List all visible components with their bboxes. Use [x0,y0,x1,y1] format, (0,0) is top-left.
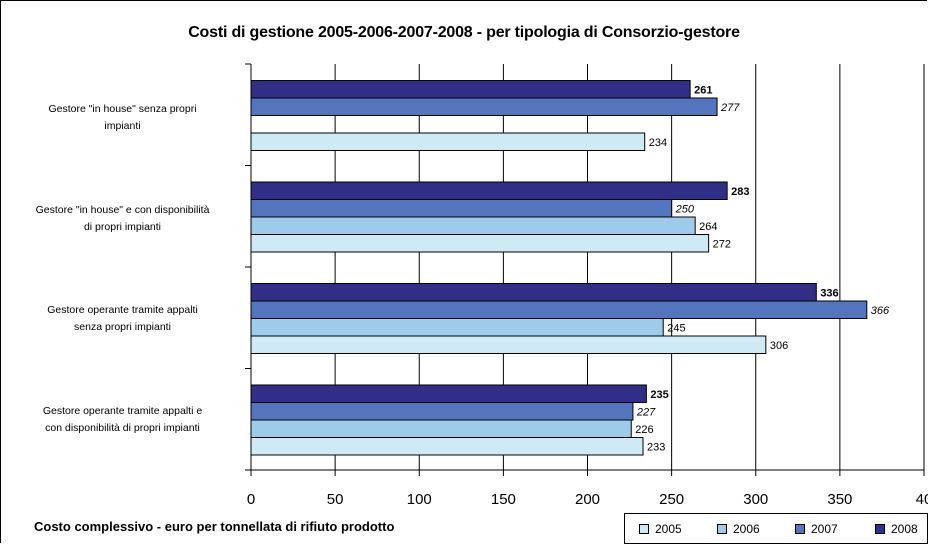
legend-label: 2006 [733,522,760,536]
category-label: Gestore operante tramite appalti e con di… [0,403,245,437]
category-label-line: Gestore operante tramite appalti [47,304,198,316]
legend-swatch [717,524,727,534]
data-label-2008: 336 [820,287,838,299]
x-tick-label: 0 [247,491,255,508]
data-label-2006: 264 [699,221,717,233]
bar-2008 [250,384,647,403]
legend-item-2006: 2006 [717,522,760,536]
x-tick-label: 50 [327,491,344,508]
x-tick-label: 200 [575,491,600,508]
x-tick-label: 300 [743,491,768,508]
category-label-line: senza propri impianti [74,321,171,333]
data-label-2007: 227 [636,406,656,418]
bar-2007 [250,402,634,421]
data-label-2005: 306 [770,340,788,352]
category-label-line: Gestore operante tramite appalti e [42,405,203,417]
legend-item-2005: 2005 [639,522,682,536]
legend-swatch [875,524,885,534]
chart-title: Costi di gestione 2005-2006-2007-2008 - … [188,24,740,41]
x-tick-label: 40 [916,491,928,508]
bar-2005 [250,437,644,456]
data-label-2005: 234 [649,137,667,149]
legend-swatch [639,524,649,534]
data-label-2008: 235 [650,389,668,401]
data-label-2007: 250 [675,203,695,215]
category-label-line: di propri impianti [83,221,162,233]
bar-2006 [250,216,696,235]
legend-label: 2005 [655,522,682,536]
data-label-2005: 272 [713,238,731,250]
legend-label: 2008 [891,522,918,536]
category-label-line: impianti [104,120,141,132]
bar-2008 [250,80,691,99]
bar-2008 [250,283,817,302]
data-label-2007: 366 [871,305,890,317]
data-label-2008: 283 [731,186,749,198]
bar-2007 [250,300,868,319]
category-label: Gestore "in house" e con disponibilità di… [0,202,245,236]
bar-2005 [250,234,710,253]
bar-2006 [250,419,632,438]
bar-2008 [250,181,728,200]
category-label-line: Gestore "in house" senza propri [48,103,197,115]
x-tick-label: 250 [659,491,684,508]
bar-2006 [250,318,664,337]
data-label-2006: 245 [667,322,685,334]
bar-2005 [250,335,767,354]
data-label-2007: 277 [720,102,740,114]
x-tick-label: 150 [491,491,516,508]
legend-item-2008: 2008 [875,522,918,536]
legend-item-2007: 2007 [795,522,838,536]
data-label-2008: 261 [694,84,712,96]
legend: 2005 2006 2007 2008 [624,513,928,544]
data-label-2006: 226 [635,424,653,436]
legend-label: 2007 [811,522,838,536]
category-label: Gestore "in house" senza propri impianti [0,101,245,135]
bar-2005 [250,132,646,151]
category-label-line: Gestore "in house" e con disponibilità [35,204,210,216]
legend-swatch [795,524,805,534]
data-label-2005: 233 [647,441,665,453]
x-axis-label: Costo complessivo - euro per tonnellata … [34,519,395,534]
category-label: Gestore operante tramite appalti senza pr… [0,302,245,336]
x-tick-label: 100 [407,491,432,508]
category-label-line: con disponibilità di propri impianti [45,422,200,434]
bar-2007 [250,97,718,116]
bar-2007 [250,199,673,218]
x-tick-label: 350 [827,491,852,508]
